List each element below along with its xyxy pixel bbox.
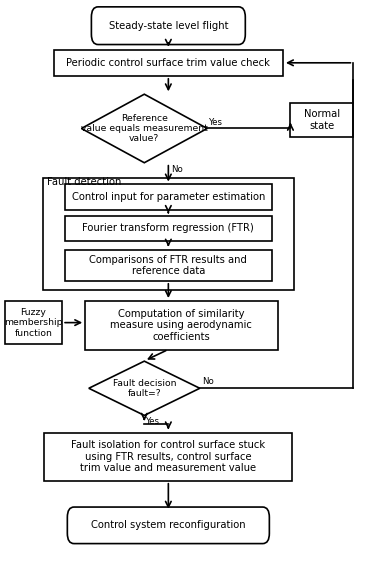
Text: Steady-state level flight: Steady-state level flight [109,21,228,31]
Text: No: No [171,165,183,174]
Text: Fault decision
fault=?: Fault decision fault=? [112,379,176,398]
Text: Fuzzy
membership
function: Fuzzy membership function [4,308,63,337]
Bar [54,50,283,76]
Bar [85,301,278,349]
Bar [65,184,272,210]
FancyBboxPatch shape [67,507,269,544]
Bar [65,250,272,281]
Text: Fault detection: Fault detection [47,176,121,187]
Bar [65,216,272,241]
Bar [4,301,62,344]
Text: Periodic control surface trim value check: Periodic control surface trim value chec… [66,58,270,68]
Text: Fault isolation for control surface stuck
using FTR results, control surface
tri: Fault isolation for control surface stuc… [71,440,265,473]
Text: Control system reconfiguration: Control system reconfiguration [91,520,246,530]
Text: No: No [202,377,213,386]
Text: Computation of similarity
measure using aerodynamic
coefficients: Computation of similarity measure using … [110,309,252,342]
Text: Control input for parameter estimation: Control input for parameter estimation [72,192,265,202]
Polygon shape [89,361,200,416]
Polygon shape [81,94,207,163]
FancyBboxPatch shape [91,7,245,45]
Bar [290,103,353,137]
Text: Yes: Yes [209,118,223,127]
Bar [43,178,294,290]
Text: Yes: Yes [146,417,160,427]
Text: Normal
state: Normal state [304,109,340,131]
Text: Reference
value equals measurement
value?: Reference value equals measurement value… [81,114,208,143]
Bar [44,433,292,481]
Text: Fourier transform regression (FTR): Fourier transform regression (FTR) [83,223,254,234]
Text: Comparisons of FTR results and
reference data: Comparisons of FTR results and reference… [90,255,247,276]
